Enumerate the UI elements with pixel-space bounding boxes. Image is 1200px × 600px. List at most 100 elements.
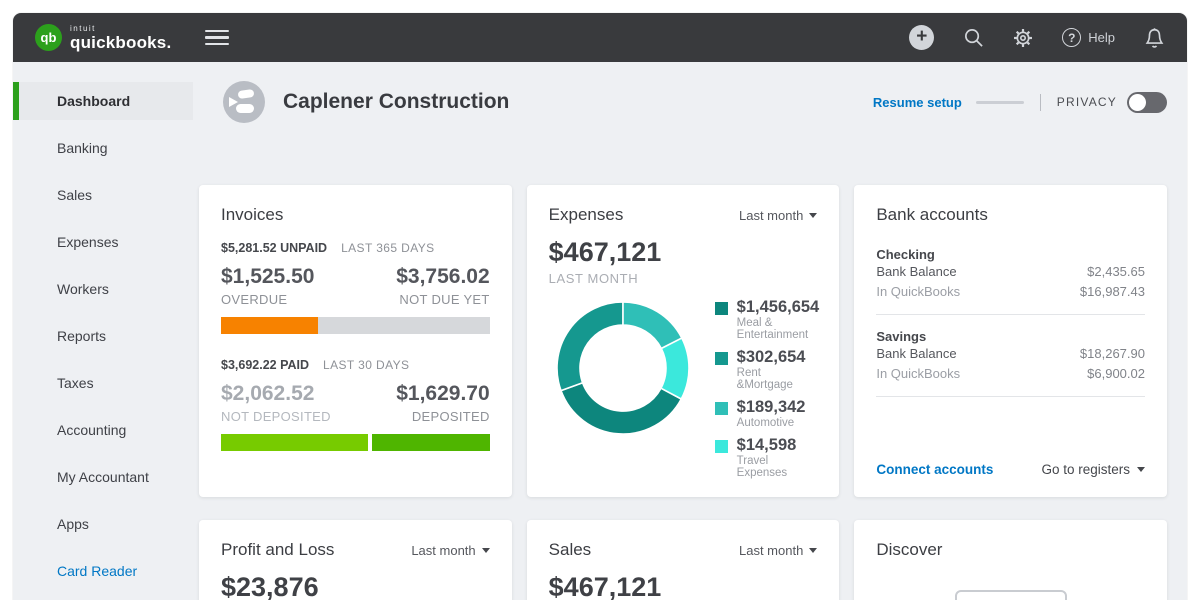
unpaid-period: LAST 365 DAYS: [341, 241, 435, 255]
discover-title: Discover: [876, 540, 943, 559]
search-icon[interactable]: [962, 27, 984, 49]
sidebar-item-label: Banking: [57, 140, 108, 156]
sidebar-item-label: Dashboard: [57, 93, 131, 109]
chevron-down-icon: [481, 547, 490, 553]
account-row: In QuickBooks $6,900.02: [876, 364, 1145, 384]
sales-amount: $467,121: [548, 572, 662, 600]
discover-cta-button[interactable]: [954, 590, 1067, 600]
setup-progress-bar: [975, 100, 1024, 104]
sidebar-item-workers[interactable]: Workers: [13, 270, 193, 308]
not-deposited-bar-segment: [221, 434, 369, 451]
row-label: In QuickBooks: [876, 284, 961, 299]
page-header: Caplener Construction Resume setup PRIVA…: [199, 62, 1167, 142]
sidebar-item-taxes[interactable]: Taxes: [13, 364, 193, 402]
sidebar-item-apps[interactable]: Apps: [13, 505, 193, 543]
sales-title: Sales: [548, 540, 592, 559]
legend-swatch: [714, 439, 728, 453]
topbar: qb intuit quickbooks. +: [13, 13, 1187, 62]
company-avatar: [223, 81, 265, 123]
not-deposited-label: NOT DEPOSITED: [221, 409, 331, 424]
legend-value: $14,598: [736, 435, 797, 454]
period-label: Last month: [411, 542, 476, 558]
overdue-amount: $1,525.50: [221, 265, 315, 288]
sidebar-item-dashboard[interactable]: Dashboard: [13, 82, 193, 120]
sidebar-item-banking[interactable]: Banking: [13, 129, 193, 167]
divider: [876, 314, 1145, 315]
qb-logo-icon: qb: [35, 24, 62, 51]
sidebar-item-label: Accounting: [57, 422, 127, 438]
paid-period: LAST 30 DAYS: [323, 358, 410, 372]
expenses-legend: $1,456,654 Meal & Entertainment $302,654…: [714, 298, 820, 486]
account-row: In QuickBooks $16,987.43: [876, 282, 1145, 302]
legend-item[interactable]: $14,598 Travel Expenses: [714, 435, 820, 479]
expenses-donut-chart[interactable]: [553, 298, 693, 438]
sidebar-item-label: Reports: [57, 328, 107, 344]
connect-accounts-link[interactable]: Connect accounts: [876, 462, 994, 477]
privacy-toggle[interactable]: [1127, 91, 1167, 113]
go-to-registers-dropdown[interactable]: Go to registers: [1041, 462, 1145, 477]
account-name: Savings: [876, 329, 927, 344]
sidebar-item-reports[interactable]: Reports: [13, 317, 193, 355]
app-window: qb intuit quickbooks. +: [13, 13, 1187, 600]
row-label: Bank Balance: [876, 346, 957, 361]
help-icon: ?: [1062, 28, 1082, 47]
sidebar-item-label: Expenses: [57, 234, 119, 250]
hamburger-menu-icon[interactable]: [205, 26, 230, 50]
sidebar-item-label: Workers: [57, 281, 109, 297]
unpaid-progress-bar[interactable]: [221, 317, 490, 334]
expenses-card: Expenses Last month $467,121 LAST MONTH: [526, 185, 840, 497]
not-due-bar-segment: [317, 317, 490, 334]
notifications-bell-icon[interactable]: [1143, 27, 1165, 49]
divider: [876, 396, 1145, 397]
discover-card: Discover: [854, 520, 1167, 600]
intuit-wordmark: intuit: [70, 23, 96, 33]
chevron-down-icon: [809, 212, 818, 218]
quickbooks-wordmark: quickbooks.: [70, 32, 172, 52]
sales-period-dropdown[interactable]: Last month: [739, 542, 818, 558]
profit-loss-amount: $23,876: [221, 572, 319, 600]
privacy-label: PRIVACY: [1056, 95, 1117, 109]
paid-summary: $3,692.22 PAID: [221, 358, 310, 372]
profit-loss-card: Profit and Loss Last month $23,876: [199, 520, 512, 600]
legend-item[interactable]: $302,654 Rent &Mortgage: [714, 347, 820, 391]
quickbooks-logo: qb intuit quickbooks.: [35, 24, 171, 51]
deposited-amount: $1,629.70: [396, 382, 490, 405]
bank-accounts-card: Bank accounts Checking Bank Balance $2,4…: [854, 185, 1167, 497]
unpaid-summary: $5,281.52 UNPAID: [221, 241, 328, 255]
row-value: $2,435.65: [1087, 264, 1145, 279]
expenses-card-title: Expenses: [548, 205, 624, 224]
expenses-amount: $467,121: [548, 237, 662, 267]
profit-loss-period-dropdown[interactable]: Last month: [411, 542, 490, 558]
resume-setup-link[interactable]: Resume setup: [872, 94, 962, 110]
sidebar-item-label: Apps: [57, 516, 89, 532]
period-label: Last month: [739, 542, 804, 558]
invoices-card-title: Invoices: [221, 205, 284, 224]
sidebar-item-card-reader[interactable]: Card Reader: [13, 552, 193, 590]
legend-item[interactable]: $189,342 Automotive: [714, 398, 820, 429]
sidebar-item-accounting[interactable]: Accounting: [13, 411, 193, 449]
invoices-card: Invoices $5,281.52 UNPAID LAST 365 DAYS …: [199, 185, 512, 497]
gear-icon[interactable]: [1012, 27, 1034, 49]
legend-swatch: [714, 401, 728, 415]
deposited-label: DEPOSITED: [411, 409, 490, 424]
create-plus-icon[interactable]: +: [909, 25, 935, 50]
sidebar-item-sales[interactable]: Sales: [13, 176, 193, 214]
help-button[interactable]: ? Help: [1062, 28, 1115, 47]
paid-progress-bar[interactable]: [221, 434, 490, 451]
row-label: Bank Balance: [876, 264, 957, 279]
not-deposited-amount: $2,062.52: [221, 382, 315, 405]
legend-value: $302,654: [736, 347, 806, 366]
sidebar-item-expenses[interactable]: Expenses: [13, 223, 193, 261]
not-due-label: NOT DUE YET: [399, 292, 490, 307]
overdue-bar-segment: [221, 317, 318, 334]
chevron-down-icon: [1136, 467, 1145, 472]
legend-label: Automotive: [736, 416, 795, 429]
bank-accounts-title: Bank accounts: [876, 205, 988, 224]
expenses-caption: LAST MONTH: [548, 271, 639, 286]
header-divider: [1039, 93, 1041, 111]
sidebar-item-label: Sales: [57, 187, 93, 203]
expenses-period-dropdown[interactable]: Last month: [739, 208, 818, 223]
legend-item[interactable]: $1,456,654 Meal & Entertainment: [714, 298, 819, 341]
account-name: Checking: [876, 247, 935, 262]
sidebar-item-my-accountant[interactable]: My Accountant: [13, 458, 193, 496]
